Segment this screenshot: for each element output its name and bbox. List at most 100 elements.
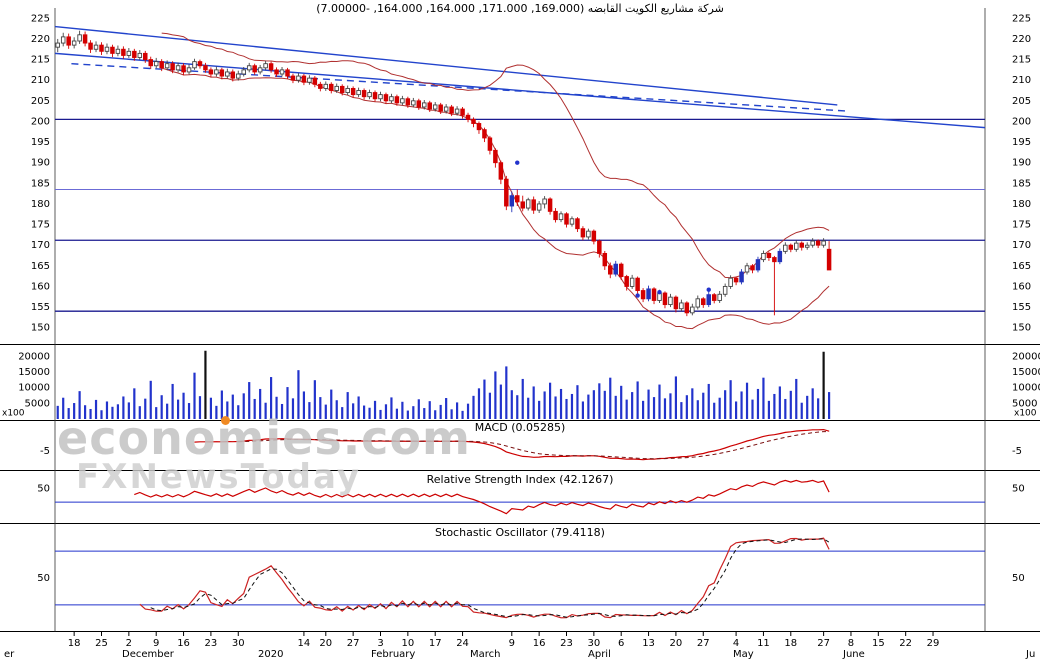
- svg-text:200: 200: [31, 116, 50, 127]
- svg-text:150: 150: [1012, 323, 1031, 334]
- svg-text:170: 170: [1012, 240, 1031, 251]
- svg-text:24: 24: [456, 638, 469, 649]
- svg-text:200: 200: [1012, 116, 1031, 127]
- support-lines-layer: [55, 118, 985, 312]
- svg-text:16: 16: [533, 638, 546, 649]
- svg-text:4: 4: [733, 638, 739, 649]
- svg-text:25: 25: [95, 638, 108, 649]
- svg-text:2: 2: [126, 638, 132, 649]
- svg-text:165: 165: [31, 261, 50, 272]
- svg-text:30: 30: [232, 638, 245, 649]
- svg-text:14: 14: [298, 638, 311, 649]
- x-axis-layer: 18 25 2 9 16 23 30 14 20 27 3 10 17 24 9 16 23 30 6 13 20 27 4…: [4, 631, 1035, 659]
- svg-text:May: May: [733, 649, 754, 659]
- svg-text:x100: x100: [1014, 409, 1037, 419]
- svg-text:50: 50: [37, 573, 50, 584]
- svg-text:220: 220: [31, 34, 50, 45]
- svg-text:185: 185: [31, 178, 50, 189]
- svg-text:210: 210: [31, 75, 50, 86]
- axis-labels-layer: 150 150 155 155 160 160 165 165 170 170 175 175 180 1…: [2, 13, 1040, 584]
- svg-text:215: 215: [31, 55, 50, 66]
- svg-text:190: 190: [31, 158, 50, 169]
- indicator-lines-layer: [55, 428, 985, 619]
- svg-text:-5: -5: [40, 446, 50, 457]
- chart-title: شركة مشاريع الكويت القابضه (169.000, 171…: [316, 2, 724, 15]
- svg-text:-5: -5: [1012, 446, 1022, 457]
- volume-bars-layer: [56, 350, 831, 419]
- svg-text:3: 3: [377, 638, 383, 649]
- svg-text:27: 27: [347, 638, 360, 649]
- svg-text:50: 50: [1012, 484, 1025, 495]
- svg-text:190: 190: [1012, 158, 1031, 169]
- svg-text:18: 18: [68, 638, 81, 649]
- svg-text:180: 180: [31, 199, 50, 210]
- svg-text:175: 175: [31, 220, 50, 231]
- svg-text:er: er: [4, 649, 15, 659]
- svg-text:20000: 20000: [1012, 351, 1040, 362]
- macd-panel-label: MACD (0.05285): [474, 421, 566, 434]
- svg-text:205: 205: [1012, 96, 1031, 107]
- svg-text:9: 9: [153, 638, 159, 649]
- svg-text:February: February: [371, 649, 415, 659]
- svg-text:April: April: [588, 649, 611, 659]
- svg-text:27: 27: [817, 638, 830, 649]
- svg-text:10000: 10000: [1012, 383, 1040, 394]
- svg-text:160: 160: [31, 281, 50, 292]
- svg-text:205: 205: [31, 96, 50, 107]
- svg-text:155: 155: [31, 302, 50, 313]
- svg-text:50: 50: [1012, 573, 1025, 584]
- svg-text:15000: 15000: [18, 367, 50, 378]
- svg-text:June: June: [842, 649, 865, 659]
- svg-text:18: 18: [784, 638, 797, 649]
- svg-text:March: March: [470, 649, 500, 659]
- svg-text:5000: 5000: [1012, 398, 1037, 409]
- svg-text:11: 11: [757, 638, 770, 649]
- svg-text:165: 165: [1012, 261, 1031, 272]
- candles-layer: [55, 30, 832, 317]
- stoch-panel-label: Stochastic Oscillator (79.4118): [435, 526, 605, 539]
- trendlines-layer: [54, 25, 986, 129]
- svg-text:Ju: Ju: [1025, 649, 1035, 659]
- svg-text:160: 160: [1012, 281, 1031, 292]
- svg-text:30: 30: [587, 638, 600, 649]
- svg-text:10000: 10000: [18, 383, 50, 394]
- svg-text:20: 20: [670, 638, 683, 649]
- svg-text:December: December: [122, 649, 175, 659]
- svg-text:180: 180: [1012, 199, 1031, 210]
- svg-text:2020: 2020: [258, 649, 283, 659]
- svg-text:15: 15: [872, 638, 885, 649]
- svg-text:x100: x100: [2, 409, 25, 419]
- svg-text:210: 210: [1012, 75, 1031, 86]
- svg-text:13: 13: [642, 638, 655, 649]
- svg-text:23: 23: [205, 638, 218, 649]
- svg-text:8: 8: [848, 638, 854, 649]
- svg-text:155: 155: [1012, 302, 1031, 313]
- svg-text:185: 185: [1012, 178, 1031, 189]
- svg-text:16: 16: [177, 638, 190, 649]
- svg-text:29: 29: [927, 638, 940, 649]
- svg-text:225: 225: [31, 13, 50, 24]
- svg-text:175: 175: [1012, 220, 1031, 231]
- svg-text:225: 225: [1012, 13, 1031, 24]
- svg-text:20000: 20000: [18, 351, 50, 362]
- svg-text:22: 22: [899, 638, 912, 649]
- svg-text:220: 220: [1012, 34, 1031, 45]
- svg-text:15000: 15000: [1012, 367, 1040, 378]
- svg-text:195: 195: [31, 137, 50, 148]
- rsi-panel-label: Relative Strength Index (42.1267): [426, 473, 614, 486]
- svg-text:50: 50: [37, 484, 50, 495]
- svg-text:27: 27: [697, 638, 710, 649]
- svg-text:5000: 5000: [25, 398, 50, 409]
- svg-text:195: 195: [1012, 137, 1031, 148]
- marker-dots-layer: [515, 160, 711, 298]
- svg-text:6: 6: [618, 638, 624, 649]
- svg-text:10: 10: [401, 638, 414, 649]
- svg-text:150: 150: [31, 323, 50, 334]
- svg-text:20: 20: [319, 638, 332, 649]
- svg-text:23: 23: [560, 638, 573, 649]
- svg-text:9: 9: [509, 638, 515, 649]
- svg-text:215: 215: [1012, 55, 1031, 66]
- grid-and-frame-layer: [0, 8, 1040, 632]
